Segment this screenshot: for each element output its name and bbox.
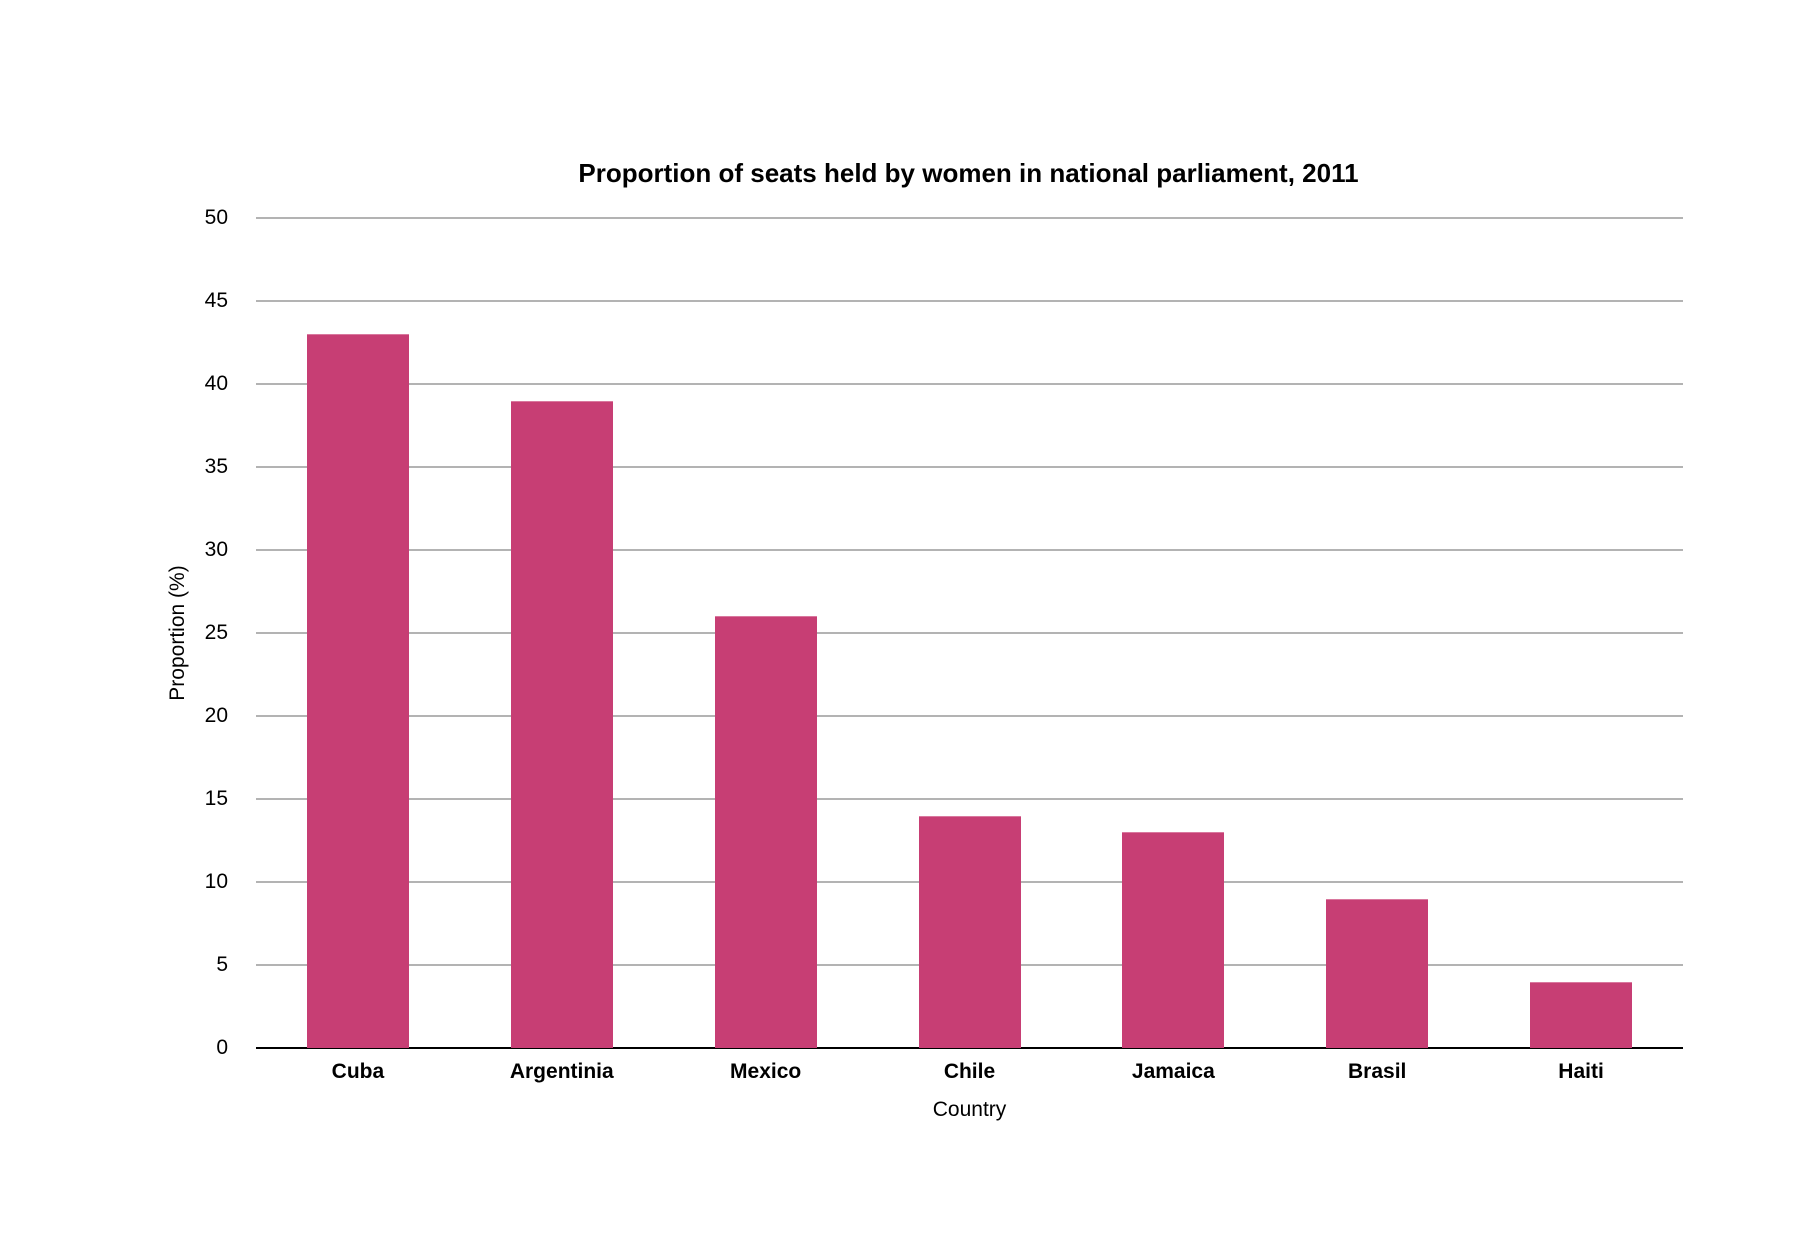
gridline [256, 300, 1683, 302]
bar-haiti [1530, 981, 1633, 1048]
gridline [256, 798, 1683, 800]
y-tick-label: 20 [204, 704, 228, 727]
y-tick-label: 5 [216, 953, 228, 976]
gridline [256, 383, 1683, 385]
y-tick-label: 10 [204, 870, 228, 893]
y-tick-label: 15 [204, 787, 228, 810]
y-tick-label: 30 [204, 538, 228, 561]
gridline [256, 632, 1683, 634]
plot-area: 0 5 10 15 20 25 30 35 40 45 50 Cuba Argentinia Mexico… [205, 206, 1683, 1083]
x-tick-label: Cuba [331, 1060, 385, 1083]
y-tick-label: 40 [204, 372, 228, 395]
y-tick-label: 35 [204, 455, 228, 478]
x-axis-title: Country [932, 1098, 1007, 1121]
y-tick-label: 0 [216, 1036, 228, 1059]
bar-cuba [306, 334, 409, 1048]
y-tick-label: 25 [204, 621, 228, 644]
bar-chile [918, 815, 1021, 1048]
bar-mexico [714, 616, 817, 1048]
x-axis-line [256, 1047, 1683, 1049]
gridline [256, 715, 1683, 717]
bar-argentinia [510, 400, 613, 1048]
gridline [256, 549, 1683, 551]
x-tick-label: Mexico [730, 1060, 802, 1083]
x-tick-label: Argentinia [509, 1060, 614, 1083]
x-tick-label: Jamaica [1131, 1060, 1215, 1083]
gridline [256, 466, 1683, 468]
bar-jamaica [1122, 832, 1225, 1048]
gridline [256, 217, 1683, 219]
chart-title: Proportion of seats held by women in nat… [578, 158, 1359, 188]
bar-brasil [1326, 898, 1429, 1048]
x-tick-label: Chile [943, 1060, 996, 1083]
x-tick-label: Haiti [1558, 1060, 1604, 1083]
y-tick-label: 50 [204, 206, 228, 229]
y-tick-label: 45 [204, 289, 228, 312]
x-tick-label: Brasil [1348, 1060, 1407, 1083]
